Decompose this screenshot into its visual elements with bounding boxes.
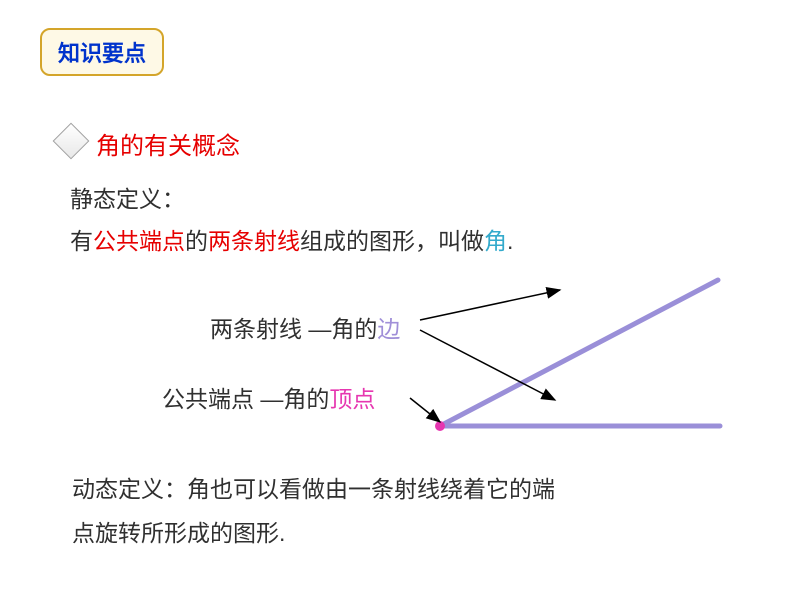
bullet-diamond (53, 123, 90, 160)
dynamic-def-line2: 点旋转所形成的图形. (72, 514, 285, 548)
label-common-endpoint-vertex: 公共端点 —角的顶点 (162, 380, 375, 414)
knowledge-badge: 知识要点 (40, 28, 164, 76)
text-segment: 有 (70, 228, 93, 254)
text-segment: 的 (185, 228, 208, 254)
text-segment: 公共端点 (93, 228, 185, 254)
text-segment: 两条射线 (208, 228, 300, 254)
text-segment: 角 (484, 228, 507, 254)
static-def-prefix: 静态定义： (70, 186, 185, 212)
text-segment: 公共端点 —角的 (162, 386, 329, 412)
text-segment: 两条射线 —角的 (210, 316, 377, 342)
angle-diagram (0, 0, 794, 596)
text-segment: 顶点 (329, 386, 375, 412)
static-def-line: 有公共端点的两条射线组成的图形，叫做角. (70, 222, 513, 256)
text-segment: 组成的图形，叫做 (300, 228, 484, 254)
static-def-label: 静态定义： (70, 180, 185, 214)
heading-text: 角的有关概念 (96, 133, 240, 160)
section-heading: 角的有关概念 (96, 126, 240, 161)
text-segment: . (507, 228, 513, 254)
text-segment: 边 (377, 316, 400, 342)
label-two-rays-edge: 两条射线 —角的边 (210, 310, 400, 344)
dynamic-def-text2: 点旋转所形成的图形. (72, 520, 285, 546)
dynamic-def-line1: 动态定义：角也可以看做由一条射线绕着它的端 (72, 470, 555, 504)
badge-text: 知识要点 (58, 41, 146, 66)
dynamic-def-text1: 动态定义：角也可以看做由一条射线绕着它的端 (72, 476, 555, 502)
